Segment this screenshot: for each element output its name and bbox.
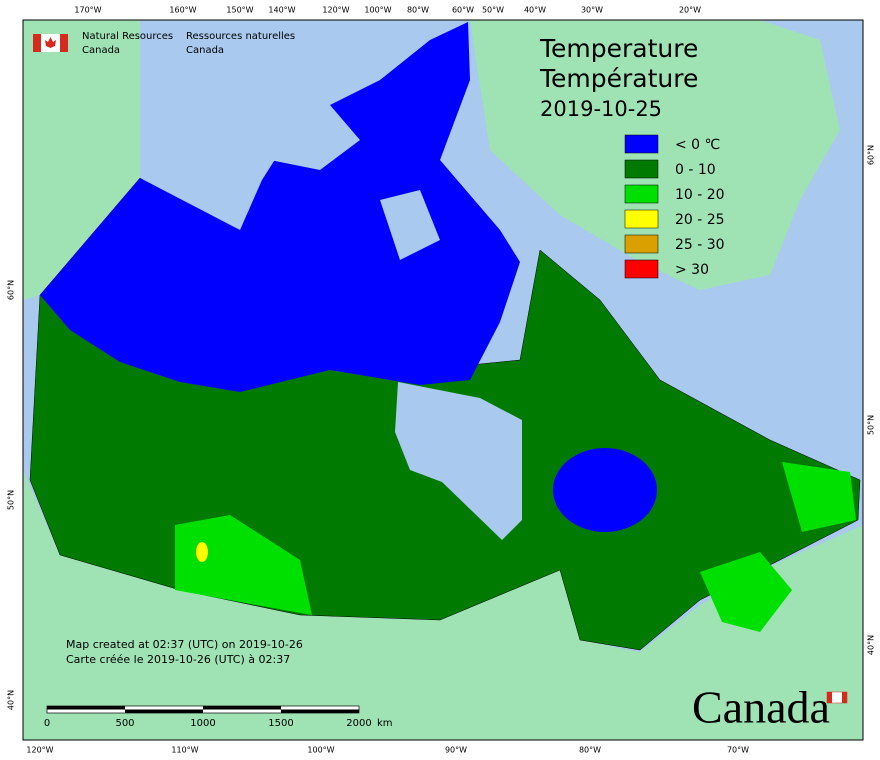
latitude-label: 40°N <box>867 635 876 655</box>
longitude-label: 50°W <box>482 6 504 15</box>
scale-segment <box>281 709 359 713</box>
longitude-label: 90°W <box>445 746 467 755</box>
warm-region <box>782 462 856 532</box>
longitude-label: 30°W <box>581 6 603 15</box>
legend-swatch <box>624 184 659 204</box>
greenland-land <box>470 20 840 290</box>
legend-swatch <box>624 234 659 254</box>
legend-label: 20 - 25 <box>675 212 725 228</box>
legend-swatch <box>624 134 659 154</box>
wordmark: Canada <box>692 682 848 733</box>
scale-segment <box>125 709 203 713</box>
map <box>22 19 864 741</box>
longitude-label: 80°W <box>407 6 429 15</box>
scale-label: 500 <box>115 718 134 729</box>
longitude-label: 170°W <box>74 6 101 15</box>
longitude-label: 80°W <box>579 746 601 755</box>
longitude-label: 60°W <box>452 6 474 15</box>
latitude-label: 50°N <box>7 490 16 510</box>
legend-label: 25 - 30 <box>675 237 725 253</box>
agency-fr: Canada <box>186 45 224 56</box>
legend-label: 10 - 20 <box>675 187 725 203</box>
scale-unit: km <box>377 718 393 729</box>
scale-label: 1000 <box>190 718 215 729</box>
cold-region <box>553 448 657 532</box>
scale-label: 1500 <box>268 718 293 729</box>
longitude-label: 20°W <box>679 6 701 15</box>
note: Carte créée le 2019-10-26 (UTC) à 02:37 <box>66 653 290 666</box>
scale-label: 2000 <box>346 718 371 729</box>
warm-region <box>175 515 312 615</box>
arctic-water <box>270 105 360 170</box>
wordmark-text: Canada <box>692 682 830 733</box>
scale-segment <box>203 706 281 710</box>
hot-region <box>196 542 208 562</box>
flag-bar <box>60 34 68 52</box>
agency-signature: Natural Resources Canada Ressources natu… <box>33 31 295 56</box>
flag-bar <box>842 692 847 703</box>
longitude-label: 70°W <box>727 746 749 755</box>
legend-label: > 30 <box>675 262 709 278</box>
legend-label: < 0 ℃ <box>675 137 720 153</box>
arctic-water <box>380 190 440 260</box>
latitude-label: 40°N <box>7 690 16 710</box>
warm-region <box>700 552 792 632</box>
longitude-label: 120°W <box>322 6 349 15</box>
legend-swatch <box>624 209 659 229</box>
legend-swatch <box>624 259 659 279</box>
alaska-land <box>23 20 140 300</box>
agency-en: Canada <box>82 45 120 56</box>
map-frame <box>22 19 864 741</box>
hudson-bay <box>395 382 522 540</box>
longitude-label: 40°W <box>524 6 546 15</box>
longitude-label: 100°W <box>364 6 391 15</box>
cold-region <box>40 22 520 392</box>
date: 2019-10-25 <box>540 97 662 121</box>
agency-fr: Ressources naturelles <box>186 31 295 42</box>
title: Température <box>539 64 698 93</box>
longitude-label: 110°W <box>171 746 198 755</box>
title: Temperature <box>539 34 698 63</box>
legend-label: 0 - 10 <box>675 162 716 178</box>
latitude-label: 60°N <box>7 280 16 300</box>
agency-en: Natural Resources <box>82 31 173 42</box>
flag-bar <box>827 692 832 703</box>
legend-swatch <box>624 159 659 179</box>
maple-leaf <box>45 37 56 48</box>
longitude-label: 120°W <box>26 746 53 755</box>
longitude-label: 100°W <box>307 746 334 755</box>
longitude-label: 160°W <box>169 6 196 15</box>
scale-label: 0 <box>44 718 50 729</box>
scale-segment <box>47 706 125 710</box>
longitude-label: 150°W <box>226 6 253 15</box>
flag-bar <box>33 34 41 52</box>
longitude-label: 140°W <box>268 6 295 15</box>
latitude-label: 60°N <box>867 145 876 165</box>
note: Map created at 02:37 (UTC) on 2019-10-26 <box>66 638 303 651</box>
usa-land <box>23 470 863 740</box>
latitude-label: 50°N <box>867 415 876 435</box>
